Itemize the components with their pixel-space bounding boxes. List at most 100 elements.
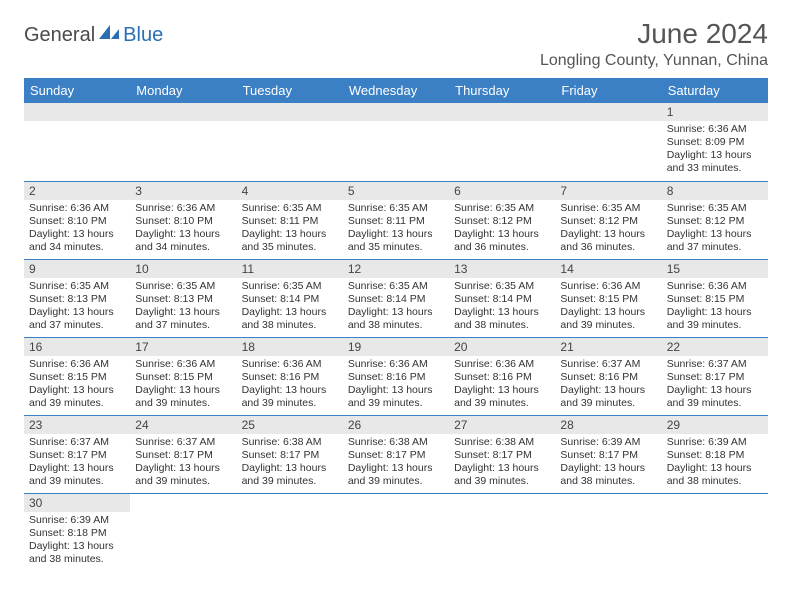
day-details: Sunrise: 6:37 AMSunset: 8:17 PMDaylight:… (662, 356, 768, 415)
day-number: 30 (24, 494, 130, 512)
day-number: 2 (24, 182, 130, 200)
calendar-cell: 17Sunrise: 6:36 AMSunset: 8:15 PMDayligh… (130, 337, 236, 415)
day-details: Sunrise: 6:36 AMSunset: 8:16 PMDaylight:… (237, 356, 343, 415)
day-number: 20 (449, 338, 555, 356)
day-details: Sunrise: 6:37 AMSunset: 8:16 PMDaylight:… (555, 356, 661, 415)
day-details: Sunrise: 6:38 AMSunset: 8:17 PMDaylight:… (449, 434, 555, 493)
calendar-week-row: 2Sunrise: 6:36 AMSunset: 8:10 PMDaylight… (24, 181, 768, 259)
weekday-header: Monday (130, 78, 236, 103)
calendar-cell (449, 103, 555, 181)
day-number: 22 (662, 338, 768, 356)
calendar-cell (130, 493, 236, 571)
logo-sail-icon (99, 24, 121, 45)
day-number: 15 (662, 260, 768, 278)
calendar-cell: 16Sunrise: 6:36 AMSunset: 8:15 PMDayligh… (24, 337, 130, 415)
day-details: Sunrise: 6:36 AMSunset: 8:15 PMDaylight:… (662, 278, 768, 337)
calendar-cell: 28Sunrise: 6:39 AMSunset: 8:17 PMDayligh… (555, 415, 661, 493)
calendar-cell: 14Sunrise: 6:36 AMSunset: 8:15 PMDayligh… (555, 259, 661, 337)
calendar-cell: 29Sunrise: 6:39 AMSunset: 8:18 PMDayligh… (662, 415, 768, 493)
day-details: Sunrise: 6:35 AMSunset: 8:12 PMDaylight:… (555, 200, 661, 259)
day-number: 14 (555, 260, 661, 278)
logo-text-general: General (24, 24, 95, 47)
logo: General Blue (24, 18, 163, 47)
weekday-header: Friday (555, 78, 661, 103)
weekday-header: Thursday (449, 78, 555, 103)
weekday-header: Saturday (662, 78, 768, 103)
calendar-cell: 26Sunrise: 6:38 AMSunset: 8:17 PMDayligh… (343, 415, 449, 493)
calendar-cell (343, 103, 449, 181)
calendar-cell: 6Sunrise: 6:35 AMSunset: 8:12 PMDaylight… (449, 181, 555, 259)
day-number: 25 (237, 416, 343, 434)
header: General Blue June 2024 Longling County, … (24, 18, 768, 70)
day-details: Sunrise: 6:35 AMSunset: 8:11 PMDaylight:… (237, 200, 343, 259)
calendar-cell (449, 493, 555, 571)
day-details: Sunrise: 6:35 AMSunset: 8:14 PMDaylight:… (343, 278, 449, 337)
day-number: 12 (343, 260, 449, 278)
calendar-cell: 3Sunrise: 6:36 AMSunset: 8:10 PMDaylight… (130, 181, 236, 259)
calendar-week-row: 9Sunrise: 6:35 AMSunset: 8:13 PMDaylight… (24, 259, 768, 337)
weekday-header: Sunday (24, 78, 130, 103)
calendar-cell: 10Sunrise: 6:35 AMSunset: 8:13 PMDayligh… (130, 259, 236, 337)
day-number: 17 (130, 338, 236, 356)
day-details: Sunrise: 6:36 AMSunset: 8:16 PMDaylight:… (343, 356, 449, 415)
calendar-cell: 24Sunrise: 6:37 AMSunset: 8:17 PMDayligh… (130, 415, 236, 493)
calendar-cell: 5Sunrise: 6:35 AMSunset: 8:11 PMDaylight… (343, 181, 449, 259)
calendar-cell: 30Sunrise: 6:39 AMSunset: 8:18 PMDayligh… (24, 493, 130, 571)
title-block: June 2024 Longling County, Yunnan, China (540, 18, 768, 70)
day-details: Sunrise: 6:35 AMSunset: 8:14 PMDaylight:… (449, 278, 555, 337)
day-details: Sunrise: 6:36 AMSunset: 8:15 PMDaylight:… (555, 278, 661, 337)
day-number: 7 (555, 182, 661, 200)
weekday-header: Tuesday (237, 78, 343, 103)
calendar-cell: 15Sunrise: 6:36 AMSunset: 8:15 PMDayligh… (662, 259, 768, 337)
location: Longling County, Yunnan, China (540, 52, 768, 70)
logo-text-blue: Blue (123, 24, 163, 47)
calendar-cell: 21Sunrise: 6:37 AMSunset: 8:16 PMDayligh… (555, 337, 661, 415)
calendar-cell: 25Sunrise: 6:38 AMSunset: 8:17 PMDayligh… (237, 415, 343, 493)
day-details: Sunrise: 6:39 AMSunset: 8:18 PMDaylight:… (24, 512, 130, 571)
calendar-week-row: 30Sunrise: 6:39 AMSunset: 8:18 PMDayligh… (24, 493, 768, 571)
day-number: 13 (449, 260, 555, 278)
day-details: Sunrise: 6:37 AMSunset: 8:17 PMDaylight:… (24, 434, 130, 493)
calendar-cell (555, 103, 661, 181)
day-number: 11 (237, 260, 343, 278)
calendar-cell: 7Sunrise: 6:35 AMSunset: 8:12 PMDaylight… (555, 181, 661, 259)
calendar-week-row: 16Sunrise: 6:36 AMSunset: 8:15 PMDayligh… (24, 337, 768, 415)
calendar-cell: 11Sunrise: 6:35 AMSunset: 8:14 PMDayligh… (237, 259, 343, 337)
day-number: 6 (449, 182, 555, 200)
day-details: Sunrise: 6:39 AMSunset: 8:17 PMDaylight:… (555, 434, 661, 493)
calendar-cell (555, 493, 661, 571)
day-number: 1 (662, 103, 768, 121)
calendar-cell: 4Sunrise: 6:35 AMSunset: 8:11 PMDaylight… (237, 181, 343, 259)
day-number: 3 (130, 182, 236, 200)
day-details: Sunrise: 6:35 AMSunset: 8:12 PMDaylight:… (662, 200, 768, 259)
day-details: Sunrise: 6:35 AMSunset: 8:13 PMDaylight:… (24, 278, 130, 337)
day-details: Sunrise: 6:36 AMSunset: 8:15 PMDaylight:… (130, 356, 236, 415)
day-number: 21 (555, 338, 661, 356)
calendar-cell: 23Sunrise: 6:37 AMSunset: 8:17 PMDayligh… (24, 415, 130, 493)
calendar-cell: 18Sunrise: 6:36 AMSunset: 8:16 PMDayligh… (237, 337, 343, 415)
calendar-week-row: 23Sunrise: 6:37 AMSunset: 8:17 PMDayligh… (24, 415, 768, 493)
day-details: Sunrise: 6:36 AMSunset: 8:10 PMDaylight:… (130, 200, 236, 259)
weekday-header: Wednesday (343, 78, 449, 103)
day-number: 24 (130, 416, 236, 434)
calendar-cell: 8Sunrise: 6:35 AMSunset: 8:12 PMDaylight… (662, 181, 768, 259)
day-details: Sunrise: 6:38 AMSunset: 8:17 PMDaylight:… (237, 434, 343, 493)
day-details: Sunrise: 6:39 AMSunset: 8:18 PMDaylight:… (662, 434, 768, 493)
day-details: Sunrise: 6:36 AMSunset: 8:16 PMDaylight:… (449, 356, 555, 415)
calendar-cell (24, 103, 130, 181)
day-number: 27 (449, 416, 555, 434)
day-details: Sunrise: 6:36 AMSunset: 8:15 PMDaylight:… (24, 356, 130, 415)
calendar-cell (237, 493, 343, 571)
calendar-cell: 2Sunrise: 6:36 AMSunset: 8:10 PMDaylight… (24, 181, 130, 259)
day-details: Sunrise: 6:37 AMSunset: 8:17 PMDaylight:… (130, 434, 236, 493)
calendar-table: Sunday Monday Tuesday Wednesday Thursday… (24, 78, 768, 571)
day-number: 26 (343, 416, 449, 434)
month-title: June 2024 (540, 18, 768, 50)
calendar-cell (343, 493, 449, 571)
day-number: 28 (555, 416, 661, 434)
day-number: 4 (237, 182, 343, 200)
day-number: 10 (130, 260, 236, 278)
day-number: 16 (24, 338, 130, 356)
calendar-cell (662, 493, 768, 571)
day-details: Sunrise: 6:35 AMSunset: 8:14 PMDaylight:… (237, 278, 343, 337)
